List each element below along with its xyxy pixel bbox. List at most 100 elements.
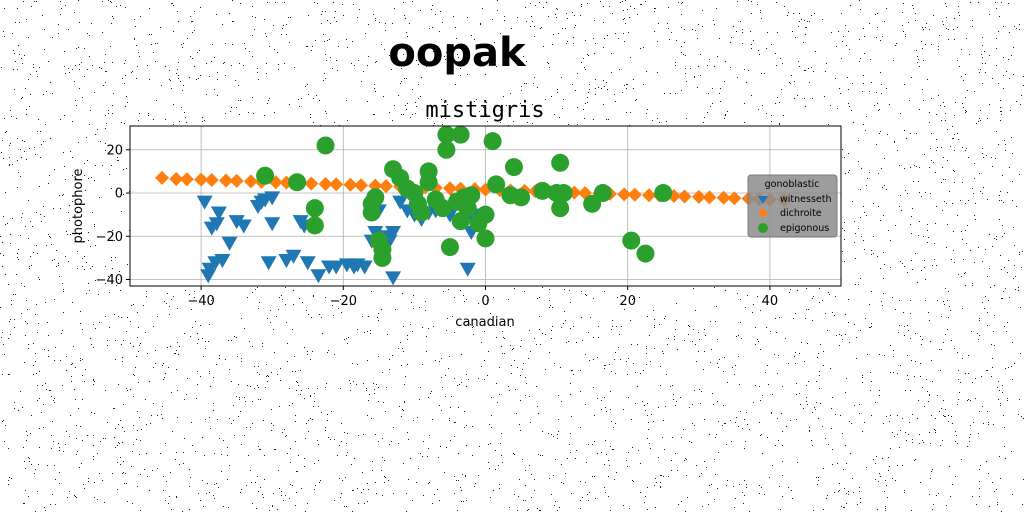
point-dichroite: [642, 188, 657, 203]
point-epigonous: [622, 231, 641, 250]
legend-title: gonoblastic: [765, 179, 820, 190]
point-dichroite: [378, 179, 393, 194]
x-tick-label: 20: [619, 294, 636, 309]
point-epigonous: [440, 238, 459, 257]
point-epigonous: [462, 186, 481, 205]
point-dichroite: [442, 181, 457, 196]
point-dichroite: [617, 187, 632, 202]
point-epigonous: [419, 173, 438, 192]
legend-entry-witnesseth: witnesseth: [758, 194, 832, 205]
point-dichroite: [677, 189, 692, 204]
point-epigonous: [305, 199, 324, 218]
point-dichroite: [154, 170, 169, 185]
point-epigonous: [433, 199, 452, 218]
point-epigonous: [483, 132, 502, 151]
point-witnesseth: [392, 195, 409, 210]
plot-area: −40 −20 0 20 40 −40 −20 0 20: [96, 125, 842, 309]
x-axis-label: canadian: [455, 315, 514, 330]
legend-label-dichroite: dichroite: [780, 208, 822, 219]
legend-entry-epigonous: epigonous: [758, 223, 829, 234]
point-dichroite: [218, 173, 233, 188]
point-witnesseth: [210, 206, 227, 221]
point-dichroite: [243, 174, 258, 189]
point-witnesseth: [385, 271, 402, 286]
x-tick-label: 40: [762, 294, 779, 309]
point-epigonous: [551, 153, 570, 172]
point-dichroite: [194, 172, 209, 187]
point-witnesseth: [385, 225, 402, 240]
point-dichroite: [627, 187, 642, 202]
y-axis-label: photophore: [71, 169, 86, 244]
point-epigonous: [533, 181, 552, 200]
point-witnesseth: [235, 219, 252, 234]
legend-entry-dichroite: dichroite: [758, 208, 822, 219]
point-witnesseth: [356, 260, 373, 275]
point-witnesseth: [221, 236, 238, 251]
y-tick-label: −20: [96, 230, 123, 245]
point-epigonous: [437, 125, 456, 144]
point-witnesseth: [208, 217, 225, 232]
y-ticks: −40 −20 0 20: [96, 143, 130, 288]
y-tick-label: −40: [96, 273, 123, 288]
point-epigonous: [512, 188, 531, 207]
point-epigonous: [451, 125, 470, 144]
point-witnesseth: [264, 191, 281, 206]
point-epigonous: [504, 158, 523, 177]
point-witnesseth: [214, 254, 231, 269]
point-dichroite: [304, 176, 319, 191]
x-ticks: −40 −20 0 20 40: [187, 286, 778, 309]
point-epigonous: [316, 136, 335, 155]
point-epigonous: [373, 248, 392, 267]
point-witnesseth: [264, 217, 281, 232]
legend: gonoblastic witnesseth dichroite epigono…: [747, 174, 838, 238]
point-epigonous: [366, 188, 385, 207]
chart-title: mistigris: [425, 98, 544, 123]
point-epigonous: [554, 184, 573, 203]
y-tick-label: 0: [115, 187, 123, 202]
point-dichroite: [691, 189, 706, 204]
legend-box: [747, 174, 838, 238]
series-epigonous: [256, 125, 673, 267]
data-series: [154, 125, 792, 286]
point-dichroite: [229, 173, 244, 188]
point-epigonous: [437, 140, 456, 159]
point-witnesseth: [260, 256, 277, 271]
legend-label-epigonous: epigonous: [780, 223, 829, 234]
point-epigonous: [487, 175, 506, 194]
point-witnesseth: [200, 269, 217, 284]
figure-suptitle: oopak: [388, 30, 527, 76]
point-epigonous: [305, 216, 324, 235]
point-dichroite: [329, 177, 344, 192]
point-witnesseth: [285, 249, 302, 264]
x-tick-label: 0: [481, 294, 489, 309]
point-epigonous: [412, 203, 431, 222]
point-epigonous: [476, 229, 495, 248]
point-epigonous: [593, 184, 612, 203]
point-witnesseth: [310, 269, 327, 284]
point-dichroite: [727, 191, 742, 206]
point-epigonous: [654, 184, 673, 203]
point-dichroite: [318, 176, 333, 191]
point-dichroite: [343, 177, 358, 192]
point-witnesseth: [459, 262, 476, 277]
point-dichroite: [702, 190, 717, 205]
point-epigonous: [256, 166, 275, 185]
point-witnesseth: [196, 195, 213, 210]
point-epigonous: [551, 199, 570, 218]
point-witnesseth: [228, 215, 245, 230]
point-epigonous: [636, 244, 655, 263]
legend-marker-witnesseth: [758, 196, 768, 204]
point-epigonous: [476, 205, 495, 224]
x-tick-label: −40: [187, 294, 214, 309]
legend-marker-epigonous: [758, 223, 768, 233]
legend-marker-dichroite: [758, 208, 768, 218]
point-dichroite: [169, 171, 184, 186]
point-dichroite: [204, 173, 219, 188]
point-dichroite: [179, 172, 194, 187]
point-epigonous: [288, 173, 307, 192]
point-witnesseth: [328, 260, 345, 275]
y-tick-label: 20: [106, 143, 123, 158]
